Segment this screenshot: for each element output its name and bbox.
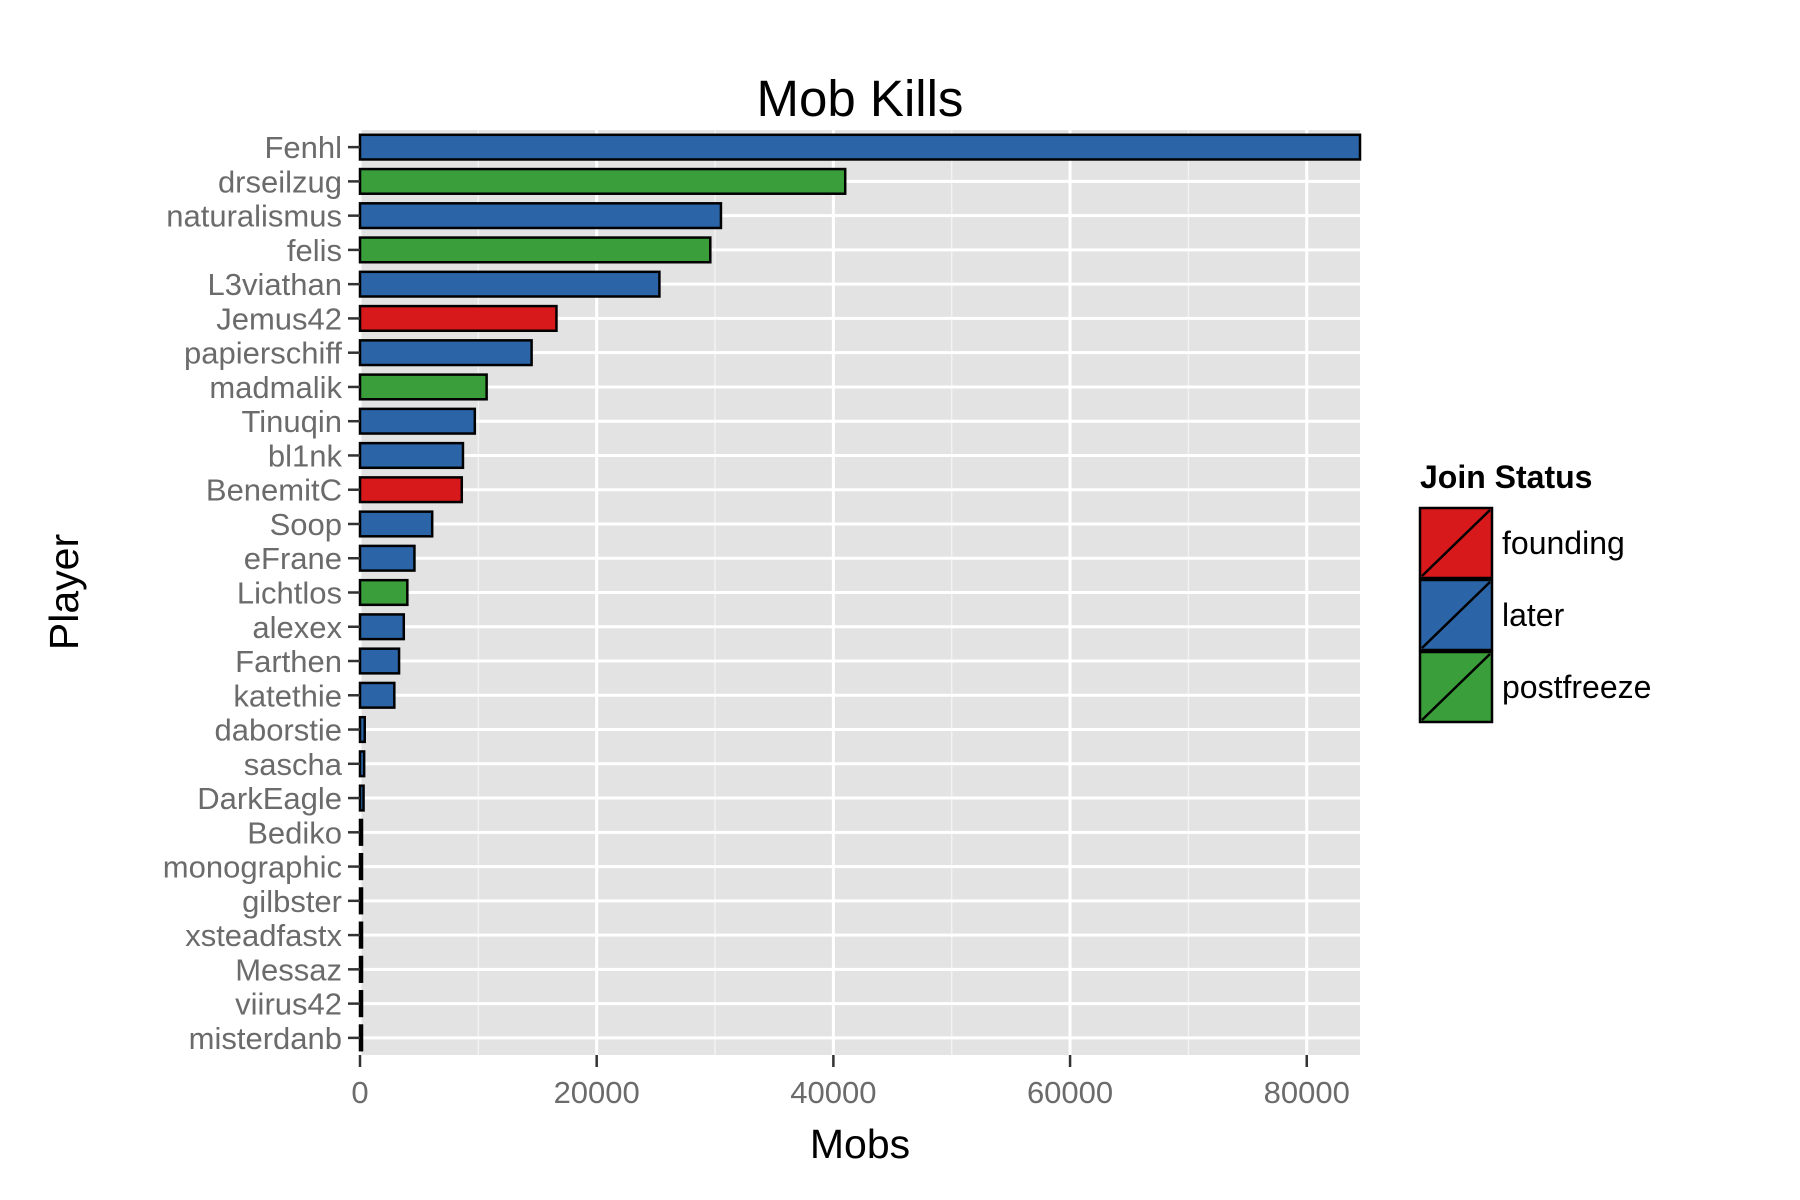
y-tick-label: Lichtlos	[237, 576, 342, 611]
y-tick-label: papierschiff	[184, 336, 342, 371]
y-tick-label: viirus42	[235, 987, 342, 1022]
y-tick-label: sascha	[244, 747, 343, 782]
bar-Bediko	[358, 818, 364, 846]
y-tick-label: misterdanb	[189, 1021, 342, 1056]
x-tick-label: 20000	[554, 1075, 640, 1110]
chart-title: Mob Kills	[757, 70, 964, 127]
bar-papierschiff	[358, 339, 533, 367]
y-tick-label: felis	[287, 233, 342, 268]
y-tick-label: daborstie	[214, 713, 342, 748]
bar-Fenhl	[358, 133, 1362, 161]
bar-naturalismus	[358, 202, 723, 230]
y-axis: FenhldrseilzugnaturalismusfelisL3viathan…	[163, 130, 360, 1056]
y-tick-label: madmalik	[209, 370, 342, 405]
bar-L3viathan	[358, 270, 661, 298]
bar-layer	[358, 133, 1362, 1052]
y-tick-label: DarkEagle	[197, 781, 342, 816]
y-tick-label: L3viathan	[208, 267, 342, 302]
legend-label-postfreeze: postfreeze	[1502, 669, 1651, 705]
bar-xsteadfastx	[358, 921, 364, 949]
legend-label-later: later	[1502, 597, 1565, 633]
bar-madmalik	[358, 373, 488, 401]
bar-gilbster	[358, 887, 364, 915]
bar-monographic	[358, 852, 364, 881]
y-tick-label: naturalismus	[166, 199, 342, 234]
x-axis: 0 20000 40000 60000 80000	[351, 1055, 1350, 1110]
y-tick-label: Bediko	[247, 815, 342, 850]
bar-katethie	[358, 681, 396, 709]
y-tick-label: Soop	[270, 507, 342, 542]
legend-key-slash	[1421, 509, 1491, 577]
legend-label-founding: founding	[1502, 525, 1625, 561]
x-axis-title: Mobs	[810, 1121, 910, 1167]
y-tick-label: Messaz	[235, 952, 342, 987]
bar-drseilzug	[358, 167, 847, 195]
y-tick-label: Tinuqin	[241, 404, 342, 439]
bar-DarkEagle	[358, 784, 365, 812]
x-tick-label: 80000	[1264, 1075, 1350, 1110]
bar-alexex	[358, 613, 406, 641]
bar-daborstie	[358, 715, 366, 744]
y-tick-label: xsteadfastx	[185, 918, 342, 953]
legend-key-slash	[1421, 581, 1491, 649]
y-tick-label: Farthen	[235, 644, 342, 679]
bar-misterdanb	[358, 1024, 364, 1052]
legend-key-slash	[1421, 653, 1491, 721]
bar-viirus42	[358, 990, 364, 1018]
bar-sascha	[358, 750, 366, 778]
y-tick-label: BenemitC	[206, 473, 342, 508]
y-tick-label: eFrane	[244, 541, 342, 576]
bar-Soop	[358, 510, 434, 538]
y-tick-label: bl1nk	[268, 438, 343, 473]
y-axis-title: Player	[41, 534, 87, 650]
x-tick-label: 60000	[1027, 1075, 1113, 1110]
bar-Lichtlos	[358, 578, 409, 607]
y-tick-label: drseilzug	[218, 164, 342, 199]
bar-Jemus42	[358, 304, 558, 333]
bar-Farthen	[358, 647, 401, 675]
x-tick-label: 40000	[790, 1075, 876, 1110]
y-tick-label: gilbster	[242, 884, 342, 919]
bar-felis	[358, 236, 712, 264]
legend: Join Status founding later postfreeze	[1418, 459, 1651, 724]
bar-eFrane	[358, 544, 416, 572]
y-tick-label: Jemus42	[216, 301, 342, 336]
bar-Messaz	[358, 955, 364, 983]
y-tick-label: Fenhl	[264, 130, 342, 165]
legend-items: founding later postfreeze	[1418, 506, 1651, 724]
y-tick-label: katethie	[233, 678, 342, 713]
x-tick-label: 0	[351, 1075, 368, 1110]
y-tick-label: alexex	[252, 610, 342, 645]
bar-Tinuqin	[358, 407, 477, 435]
y-tick-label: monographic	[163, 850, 342, 885]
legend-title: Join Status	[1420, 459, 1592, 495]
bar-BenemitC	[358, 476, 464, 504]
bar-bl1nk	[358, 441, 465, 470]
